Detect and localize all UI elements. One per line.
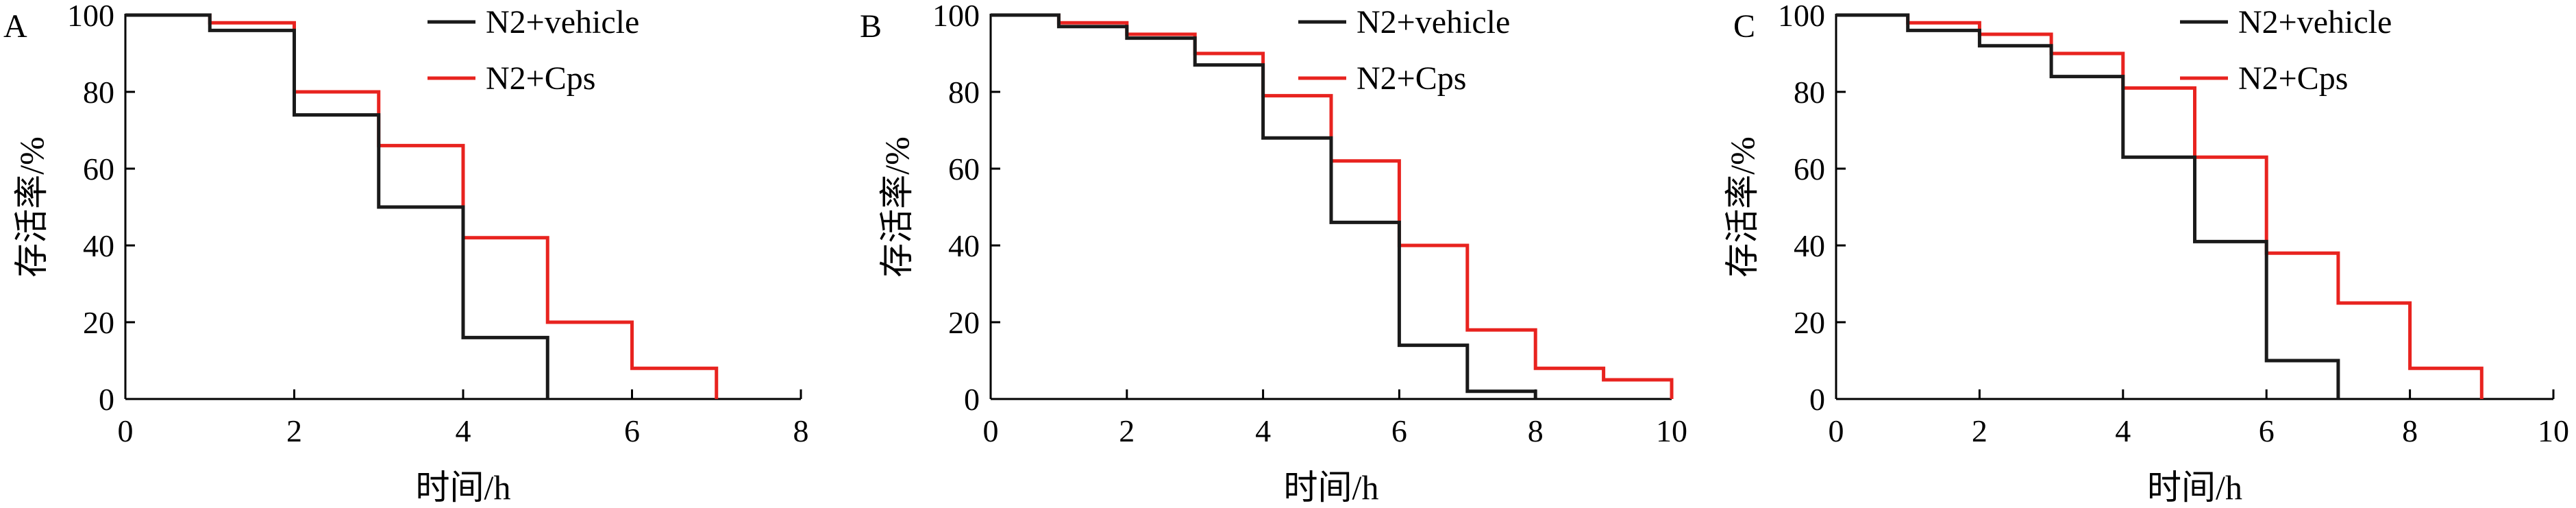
- y-tick-label: 20: [948, 305, 980, 340]
- y-tick-label: 0: [99, 382, 114, 417]
- y-tick-label: 100: [932, 0, 980, 33]
- legend-label: N2+Cps: [486, 60, 595, 97]
- x-axis-title: 时间/h: [1284, 468, 1379, 507]
- x-tick-label: 8: [793, 413, 809, 448]
- x-tick-label: 2: [286, 413, 302, 448]
- series-line-n2-cps: [125, 13, 719, 399]
- x-tick-label: 2: [1972, 413, 1987, 448]
- panel-letter: A: [3, 8, 27, 45]
- chart-panel-a: A0 2 4 6 8020406080100时间/h存活率/%N2+vehicleN2+…: [3, 0, 809, 507]
- y-axis-title: 存活率/%: [1723, 136, 1761, 278]
- chart-panel-b: B0 2 4 6 8 10020406080100时间/h存活率/%N2+vehicleN…: [860, 0, 1687, 507]
- y-tick-label: 60: [83, 152, 114, 186]
- x-tick-label: 0: [118, 413, 134, 448]
- x-tick-label: 10: [2538, 413, 2569, 448]
- x-axis-title: 时间/h: [416, 468, 511, 507]
- x-tick-label: 4: [2115, 413, 2131, 448]
- panel-letter: C: [1733, 8, 1755, 45]
- y-axis-title: 存活率/%: [12, 136, 51, 278]
- series-line-n2-vehicle: [1836, 13, 2340, 399]
- y-axis-title: 存活率/%: [878, 136, 916, 278]
- series-line-n2-vehicle: [991, 13, 1537, 399]
- x-tick-label: 0: [983, 413, 999, 448]
- x-tick-label: 8: [2402, 413, 2418, 448]
- x-tick-label: 10: [1656, 413, 1687, 448]
- y-tick-label: 40: [948, 228, 980, 263]
- legend-label: N2+Cps: [1357, 60, 1466, 97]
- y-tick-label: 20: [83, 305, 114, 340]
- x-tick-label: 8: [1528, 413, 1544, 448]
- y-tick-label: 40: [83, 228, 114, 263]
- y-tick-label: 80: [1794, 75, 1825, 110]
- x-axis-title: 时间/h: [2147, 468, 2242, 507]
- x-tick-label: 0: [1829, 413, 1844, 448]
- y-tick-label: 80: [83, 75, 114, 110]
- y-tick-label: 100: [67, 0, 114, 33]
- series-line-n2-cps: [1836, 13, 2484, 399]
- legend-label: N2+Cps: [2238, 60, 2348, 97]
- x-tick-label: 4: [456, 413, 471, 448]
- x-tick-label: 6: [624, 413, 640, 448]
- y-tick-label: 20: [1794, 305, 1825, 340]
- y-tick-label: 40: [1794, 228, 1825, 263]
- series-line-n2-vehicle: [125, 13, 549, 399]
- y-tick-label: 60: [948, 152, 980, 186]
- x-tick-label: 6: [1391, 413, 1407, 448]
- y-tick-label: 100: [1778, 0, 1825, 33]
- panel-letter: B: [860, 8, 882, 45]
- x-tick-label: 6: [2259, 413, 2275, 448]
- y-tick-label: 0: [964, 382, 980, 417]
- legend-label: N2+vehicle: [486, 4, 639, 40]
- x-tick-label: 4: [1255, 413, 1271, 448]
- y-tick-label: 80: [948, 75, 980, 110]
- chart-panel-c: C0 2 4 6 8 10020406080100时间/h存活率/%N2+vehicleN…: [1723, 0, 2569, 507]
- y-tick-label: 0: [1809, 382, 1825, 417]
- y-tick-label: 60: [1794, 152, 1825, 186]
- legend-label: N2+vehicle: [1357, 4, 1510, 40]
- legend-label: N2+vehicle: [2238, 4, 2392, 40]
- x-tick-label: 2: [1119, 413, 1135, 448]
